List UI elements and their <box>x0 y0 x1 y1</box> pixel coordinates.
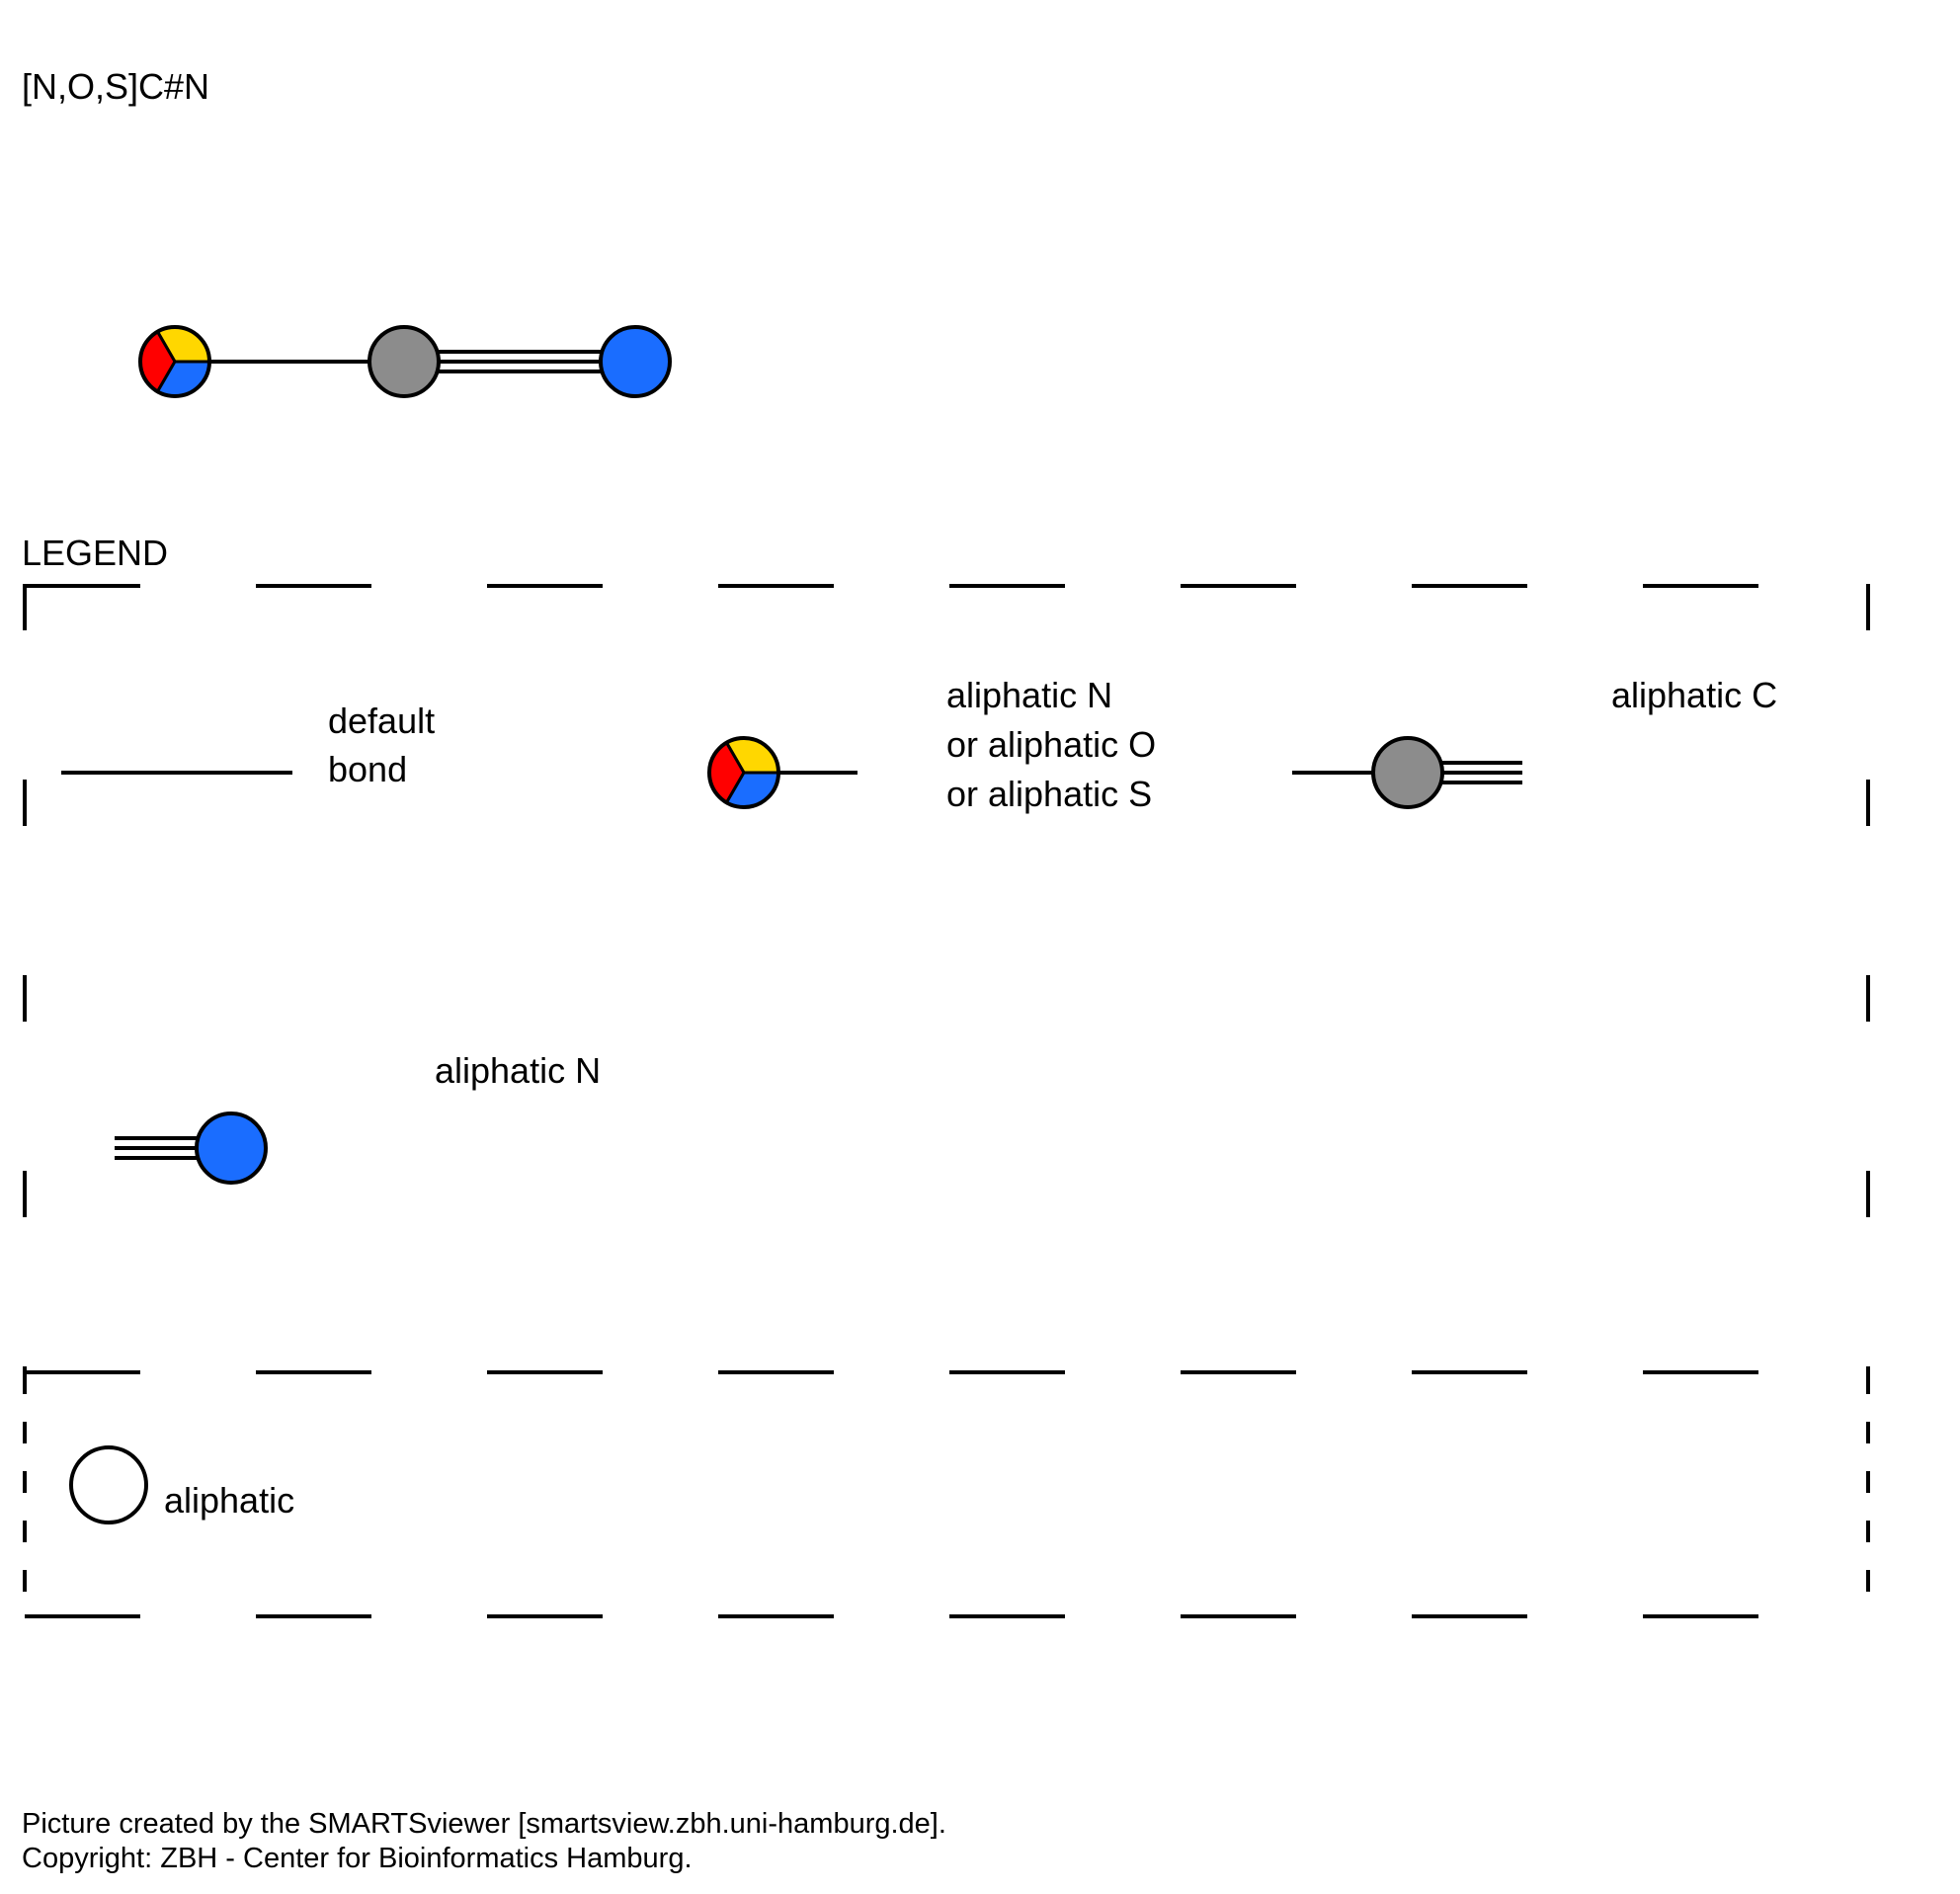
atom-nos <box>138 325 211 398</box>
atom-carbon <box>368 325 441 398</box>
legend-default-bond: default bond <box>61 700 445 789</box>
atom-nos-sample <box>707 736 780 809</box>
atom-n-label: aliphatic N <box>435 1050 601 1091</box>
legend-frame <box>23 584 1870 1618</box>
legend-aliphatic: aliphatic <box>69 1445 294 1524</box>
smarts-pattern: [N,O,S]C#N <box>22 66 209 107</box>
triple-bond <box>437 350 603 373</box>
footer-credit: Picture created by the SMARTSviewer [sma… <box>22 1808 946 1840</box>
atom-c-sample <box>1371 736 1444 809</box>
atom-nos-label: aliphatic N or aliphatic O or aliphatic … <box>946 675 1166 814</box>
molecule <box>138 325 672 398</box>
footer-copyright: Copyright: ZBH - Center for Bioinformati… <box>22 1843 693 1874</box>
legend-atom-c: aliphatic C <box>1292 675 1777 809</box>
legend-atom-n: aliphatic N <box>115 1050 601 1185</box>
atom-n-sample <box>195 1112 268 1185</box>
default-bond-label: default bond <box>328 700 445 789</box>
aliphatic-sample <box>69 1445 148 1524</box>
atom-c-label: aliphatic C <box>1611 675 1777 715</box>
atom-nitrogen <box>599 325 672 398</box>
legend-title: LEGEND <box>22 533 168 573</box>
legend-atom-nos: aliphatic N or aliphatic O or aliphatic … <box>707 675 1166 814</box>
aliphatic-label: aliphatic <box>164 1480 294 1521</box>
